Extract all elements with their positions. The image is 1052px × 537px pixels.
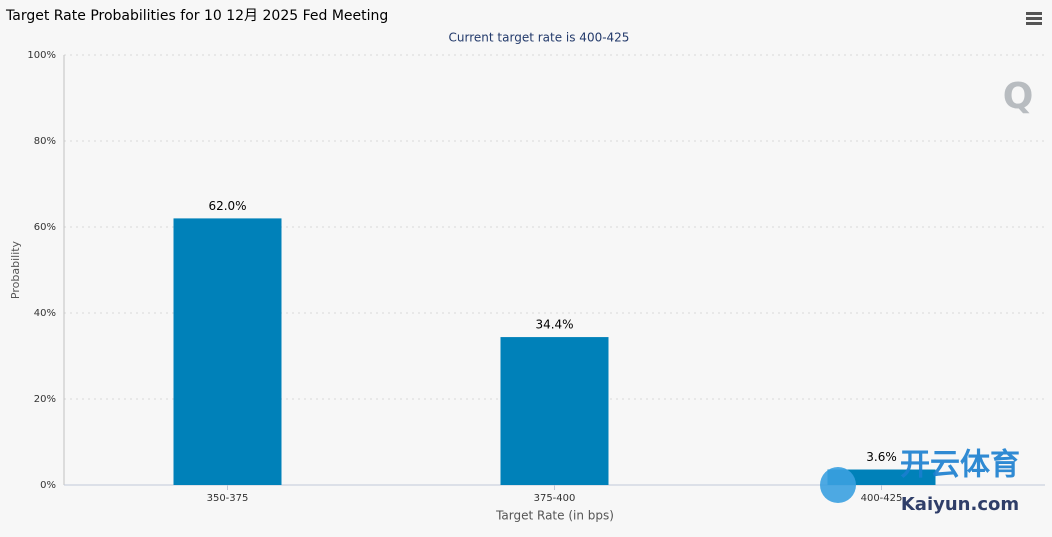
logo: Q (1003, 76, 1034, 117)
bar (173, 218, 282, 485)
menu-button[interactable] (1026, 12, 1042, 25)
menu-bar (1026, 17, 1042, 20)
x-axis-label: Target Rate (in bps) (495, 509, 614, 523)
watermark-site: Kaiyun.com (901, 494, 1019, 515)
y-axis-label: Probability (9, 240, 22, 299)
chart-title: Target Rate Probabilities for 10 12月 202… (5, 8, 388, 24)
x-tick-label: 375-400 (534, 493, 576, 504)
y-tick-label: 0% (40, 480, 56, 491)
chart-subtitle: Current target rate is 400-425 (449, 31, 630, 45)
menu-bar (1026, 12, 1042, 15)
value-label: 3.6% (866, 450, 897, 464)
y-tick-label: 60% (34, 222, 56, 233)
y-tick-label: 80% (34, 136, 56, 147)
value-label: 34.4% (535, 318, 573, 332)
watermark-icon (820, 467, 856, 503)
menu-bar (1026, 22, 1042, 25)
watermark: 开云体育 Kaiyun.com (820, 448, 1020, 515)
watermark-name: 开云体育 (900, 448, 1020, 483)
y-tick-label: 20% (34, 394, 56, 405)
x-tick-label: 400-425 (861, 493, 903, 504)
x-tick-label: 350-375 (207, 493, 249, 504)
y-tick-label: 40% (34, 308, 56, 319)
bar (500, 337, 609, 485)
value-label: 62.0% (208, 199, 246, 213)
y-tick-label: 100% (27, 50, 56, 61)
